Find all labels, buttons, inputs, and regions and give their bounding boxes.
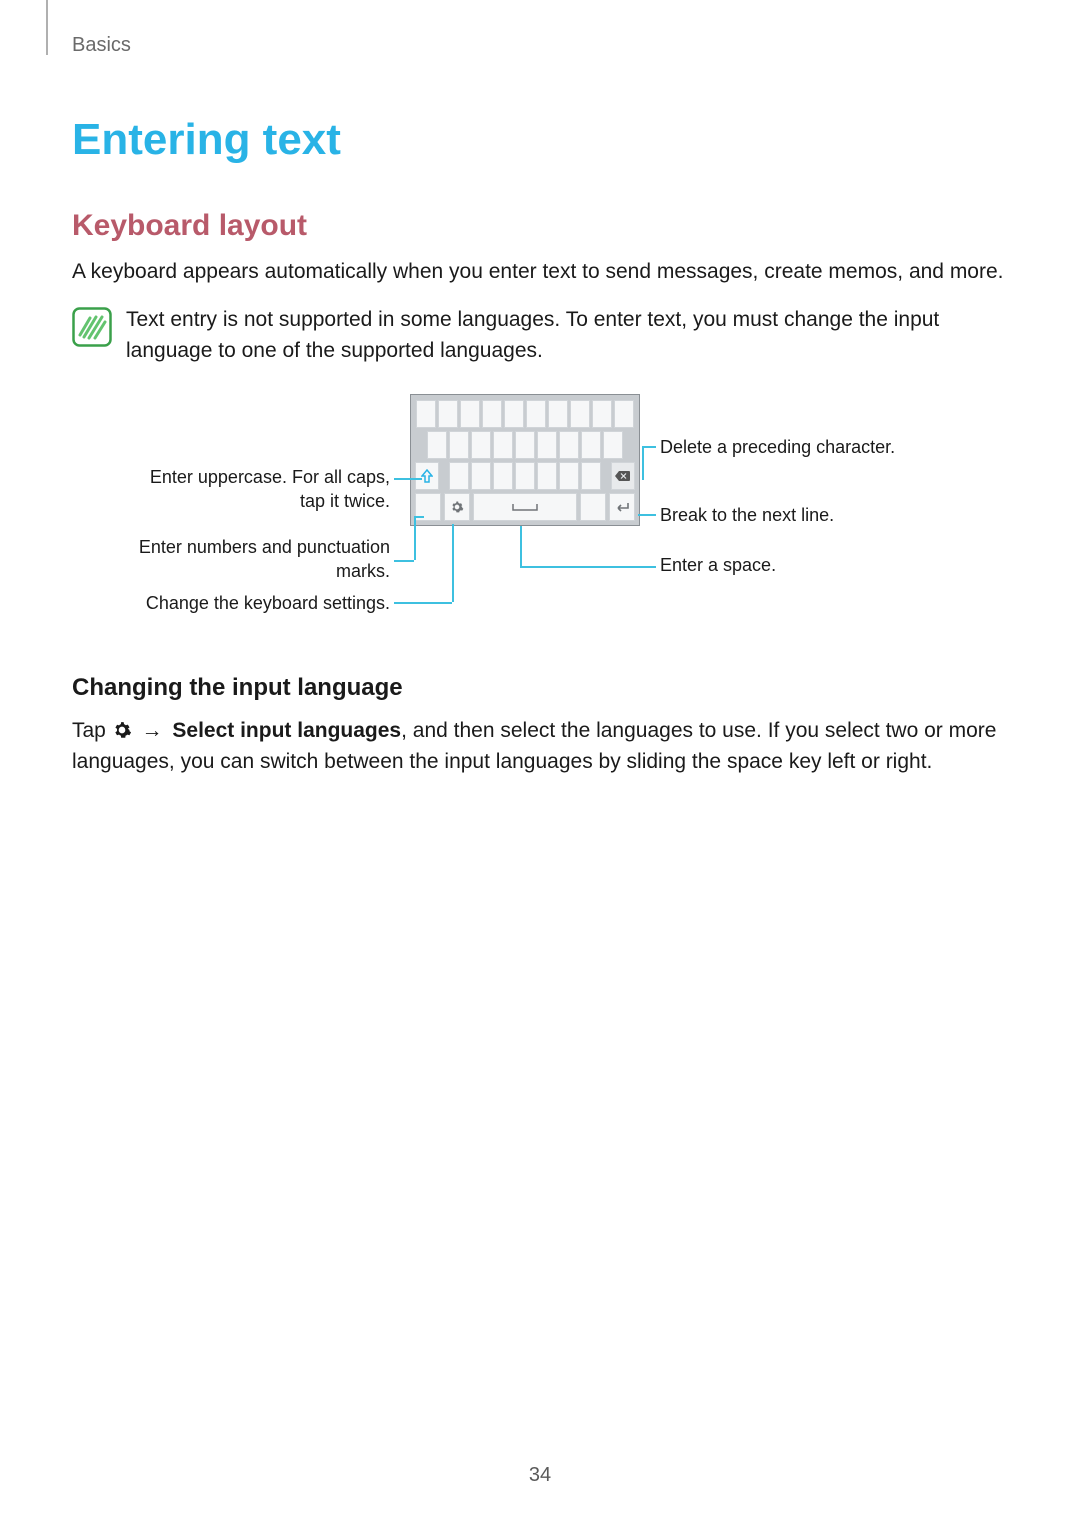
leader-line bbox=[642, 446, 656, 448]
leader-line bbox=[638, 514, 656, 516]
instruction-bold: Select input languages bbox=[172, 719, 401, 742]
page-content: Basics Entering text Keyboard layout A k… bbox=[0, 0, 1080, 777]
callout-numbers: Enter numbers and punctuation marks. bbox=[120, 536, 390, 583]
keyboard-graphic bbox=[410, 394, 640, 526]
heading-entering-text: Entering text bbox=[72, 115, 1008, 165]
leader-line bbox=[414, 516, 424, 518]
page-rule bbox=[46, 0, 48, 55]
leader-line bbox=[394, 602, 452, 604]
leader-line bbox=[394, 560, 414, 562]
leader-line bbox=[642, 446, 644, 480]
note-block: Text entry is not supported in some lang… bbox=[72, 305, 1008, 366]
leader-line bbox=[414, 516, 416, 560]
breadcrumb: Basics bbox=[72, 34, 1008, 57]
leader-line bbox=[394, 478, 422, 480]
keyboard-row-2 bbox=[415, 431, 635, 459]
shift-key bbox=[415, 462, 439, 490]
intro-paragraph: A keyboard appears automatically when yo… bbox=[72, 257, 1008, 287]
space-key bbox=[473, 493, 577, 521]
keyboard-row-3 bbox=[415, 462, 635, 490]
note-icon bbox=[72, 307, 112, 347]
callout-space: Enter a space. bbox=[660, 554, 960, 577]
callout-nextline: Break to the next line. bbox=[660, 504, 960, 527]
keyboard-row-4 bbox=[415, 493, 635, 521]
note-text: Text entry is not supported in some lang… bbox=[126, 305, 1008, 366]
arrow-icon: → bbox=[142, 719, 163, 742]
settings-key bbox=[444, 493, 470, 521]
callout-uppercase: Enter uppercase. For all caps, tap it tw… bbox=[120, 466, 390, 513]
page-number: 34 bbox=[0, 1464, 1080, 1487]
instruction-paragraph: Tap → Select input languages, and then s… bbox=[72, 716, 1008, 777]
callout-delete: Delete a preceding character. bbox=[660, 436, 960, 459]
heading-keyboard-layout: Keyboard layout bbox=[72, 209, 1008, 243]
keyboard-diagram: Enter uppercase. For all caps, tap it tw… bbox=[120, 394, 960, 634]
instruction-prefix: Tap bbox=[72, 719, 112, 742]
heading-changing-input-language: Changing the input language bbox=[72, 674, 1008, 702]
keyboard-row-1 bbox=[415, 400, 635, 428]
delete-key bbox=[611, 462, 635, 490]
leader-line bbox=[520, 526, 522, 566]
gear-icon bbox=[112, 719, 132, 739]
leader-line bbox=[520, 566, 656, 568]
enter-key bbox=[609, 493, 635, 521]
callout-settings: Change the keyboard settings. bbox=[120, 592, 390, 615]
blank-key bbox=[580, 493, 606, 521]
leader-line bbox=[452, 524, 454, 602]
